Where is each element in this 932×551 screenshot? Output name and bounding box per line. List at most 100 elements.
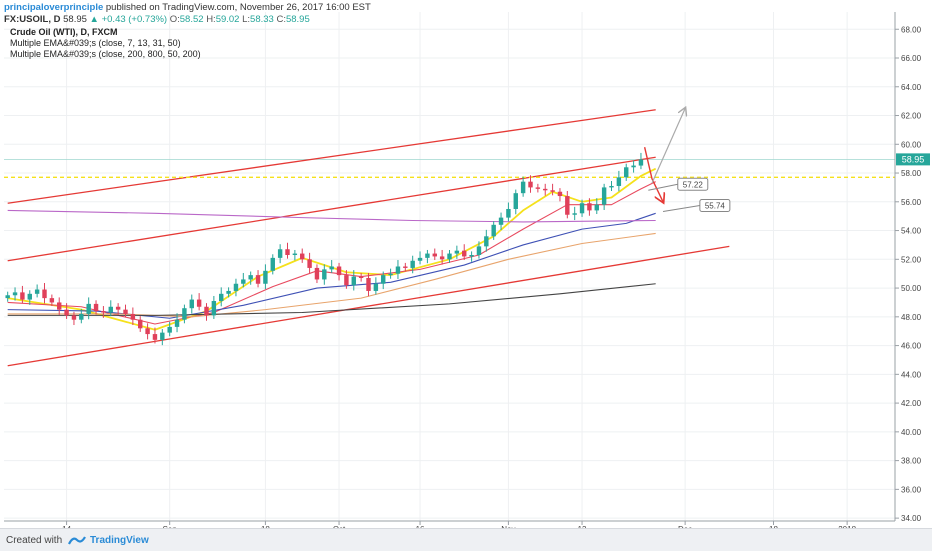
y-tick-label: 42.00 (901, 399, 922, 408)
up-candle (79, 313, 84, 320)
down-candle (57, 302, 62, 310)
created-with-text: Created with (6, 535, 63, 546)
up-candle (189, 299, 194, 309)
x-tick-label: Sep (163, 525, 178, 528)
up-candle (469, 254, 474, 257)
annotation-label: 55.74 (705, 202, 726, 211)
candles (5, 152, 644, 346)
close-value: 58.95 (285, 14, 310, 25)
y-tick-label: 66.00 (901, 54, 922, 63)
down-candle (123, 309, 128, 314)
down-candle (557, 191, 563, 197)
down-candle (344, 275, 349, 286)
down-candle (20, 292, 25, 300)
tradingview-link[interactable]: TradingView (90, 535, 149, 546)
price-chart[interactable]: 57.22 55.74 34.00 36.00 38.00 40.00 42.00 44.0… (0, 0, 932, 528)
author-link[interactable]: principaloverprinciple (4, 2, 104, 13)
up-candle (373, 283, 379, 291)
annotation-box (699, 199, 731, 213)
ema-legend-1[interactable]: Multiple EMA&#039;s (close, 7, 13, 31, 5… (10, 38, 181, 48)
last-price-tag: 58.95 (896, 153, 930, 166)
down-candle (336, 266, 342, 276)
x-tick-label: 18 (261, 525, 270, 528)
x-tick-label: 13 (578, 525, 587, 528)
y-tick-label: 68.00 (901, 25, 922, 34)
down-candle (535, 187, 541, 189)
up-candle (5, 295, 10, 299)
up-candle (34, 289, 40, 294)
down-candle (130, 313, 136, 320)
ema13-line (7, 181, 656, 325)
annotation-label: 57.22 (683, 180, 704, 189)
tradingview-logo-icon (68, 536, 86, 545)
open-value: 58.52 (179, 14, 204, 25)
last-price-label: 58.95 (902, 154, 925, 164)
down-candle (462, 250, 467, 257)
down-candle (358, 276, 364, 279)
price-annotations: 57.22 55.74 (648, 177, 731, 213)
down-candle (528, 181, 533, 188)
chart-legend: Crude Oil (WTI), D, FXCM Multiple EMA&#0… (10, 27, 201, 60)
up-candle (417, 257, 423, 261)
up-candle (248, 275, 253, 280)
y-tick-label: 40.00 (901, 428, 922, 437)
down-candle (543, 188, 548, 191)
ema200-line (7, 283, 656, 316)
down-candle (204, 306, 209, 316)
up-candle (233, 283, 239, 291)
annotation-pointer (662, 205, 700, 213)
up-candle (513, 193, 518, 209)
up-candle (219, 293, 224, 302)
upper-channel-line (7, 109, 656, 204)
up-candle (388, 273, 393, 276)
up-candle (211, 301, 217, 316)
down-candle (432, 253, 437, 257)
up-candle (484, 236, 489, 247)
last-price-box (896, 153, 930, 166)
y-tick-label: 64.00 (901, 83, 922, 92)
up-candle (410, 260, 415, 268)
x-tick-label: 2018 (838, 525, 856, 528)
price-change: +0.43 (+0.73%) (101, 14, 168, 25)
up-candle (520, 181, 526, 194)
up-candle (27, 293, 32, 300)
up-candle (447, 253, 452, 260)
up-candle (241, 279, 246, 284)
down-candle (314, 267, 320, 280)
down-candle (49, 298, 55, 303)
down-candle (138, 319, 143, 329)
up-candle (292, 253, 298, 255)
middle-channel-line (7, 156, 656, 262)
up-candle (476, 246, 482, 255)
footer-bar: Created with TradingView (0, 528, 932, 551)
high-value: 59.02 (215, 14, 240, 25)
up-candle (12, 292, 18, 296)
y-tick-label: 56.00 (901, 198, 922, 207)
up-candle (491, 224, 496, 237)
up-candle (579, 203, 585, 214)
up-candle (425, 253, 430, 258)
up-arrow-icon: ▲ (89, 14, 99, 25)
symbol-label: FX:USOIL, D (4, 14, 61, 25)
up-candle (395, 266, 401, 274)
up-candle (270, 257, 275, 271)
y-tick-label: 46.00 (901, 342, 922, 351)
ema-legend-2[interactable]: Multiple EMA&#039;s (close, 200, 800, 50… (10, 49, 201, 59)
up-candle (351, 276, 356, 286)
axes (4, 12, 896, 522)
projection-arrows (643, 108, 686, 201)
low-value: 58.33 (250, 14, 274, 25)
down-candle (439, 256, 445, 260)
y-tick-label: 38.00 (901, 457, 922, 466)
x-tick-label: 14 (62, 525, 71, 528)
up-candle (601, 187, 607, 205)
up-candle (329, 266, 334, 270)
x-tick-label: Dec (678, 525, 692, 528)
down-candle (196, 299, 202, 307)
down-candle (565, 196, 570, 215)
trend-channels (7, 109, 730, 367)
y-axis-ticks: 34.00 36.00 38.00 40.00 42.00 44.00 46.00 48.00… (895, 25, 922, 523)
down-candle (71, 315, 77, 320)
up-candle (167, 326, 172, 333)
y-tick-label: 58.00 (901, 169, 922, 178)
